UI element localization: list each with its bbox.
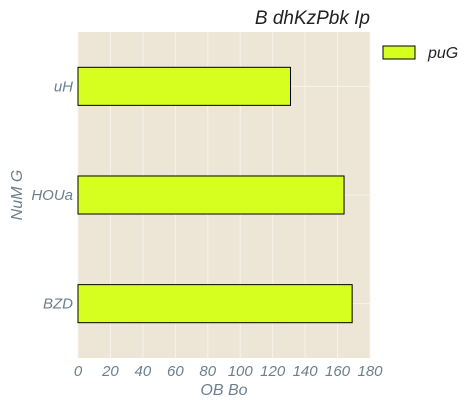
x-tick-label: 180 [357,363,383,380]
bars [77,66,353,324]
bar-houa [77,175,345,215]
chart-title: B dhKzPbk Ip [255,8,370,29]
x-tick-labels: 0 20 40 60 80 100 120 140 160 180 [74,363,383,380]
x-tick-label: 140 [293,363,319,380]
y-tick-labels: BZD HOUa uH [31,78,73,312]
y-tick-label: uH [54,78,73,95]
legend: puG [382,45,458,62]
bar-bzd [77,284,353,324]
x-tick-label: 60 [167,363,184,380]
x-tick-label: 80 [199,363,216,380]
bar-uh [77,66,292,106]
y-tick-label: HOUa [31,187,73,204]
y-tick-label: BZD [43,296,73,313]
x-tick-label: 120 [260,363,286,380]
x-tick-label: 20 [101,363,119,380]
legend-label: puG [427,45,458,62]
x-tick-label: 0 [74,363,83,380]
x-axis-label: OB Bo [200,382,247,399]
x-tick-label: 160 [325,363,351,380]
x-tick-label: 40 [135,363,152,380]
y-axis-label: NuM G [9,170,26,221]
x-tick-label: 100 [228,363,254,380]
legend-swatch [382,45,416,60]
